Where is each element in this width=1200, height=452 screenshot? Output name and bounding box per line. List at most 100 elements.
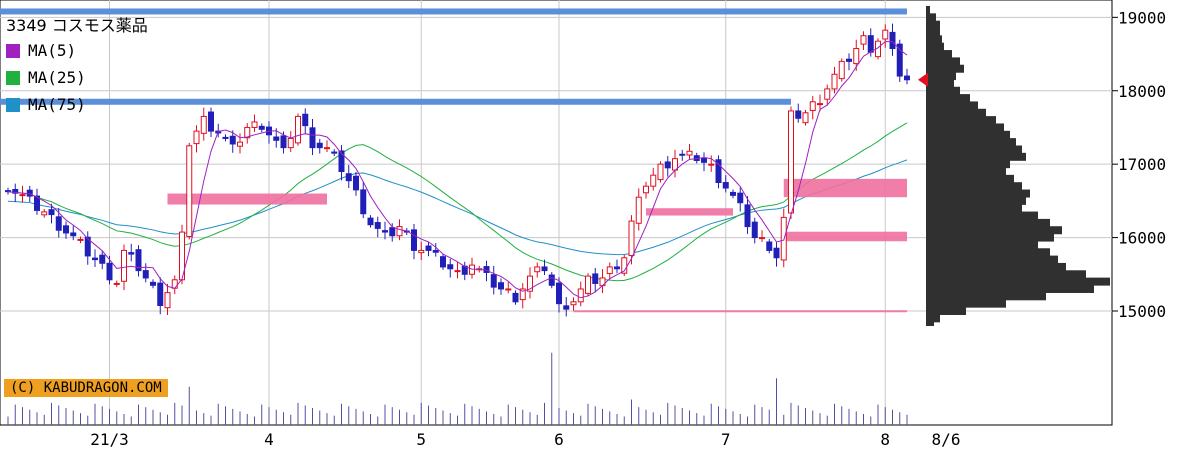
- volume-profile-bar-31: [926, 233, 1054, 242]
- candle-body-57: [418, 249, 425, 254]
- x-tick-label-0: 21/3: [90, 430, 129, 449]
- candle-body-68: [498, 282, 504, 290]
- candle-body-80: [585, 275, 591, 294]
- candle-body-89: [650, 174, 657, 187]
- candle-body-42: [309, 127, 316, 149]
- candle-body-14: [106, 262, 113, 281]
- candle-body-123: [896, 43, 903, 77]
- support-zone-3: [783, 231, 907, 242]
- volume-profile-bar-33: [926, 248, 1050, 257]
- candle-body-43: [316, 142, 323, 149]
- candle-body-45: [331, 151, 338, 154]
- candle-body-124: [904, 75, 910, 81]
- candle-body-9: [70, 232, 77, 237]
- candle-body-44: [324, 147, 330, 150]
- ma5-line: [7, 41, 908, 299]
- candle-body-61: [447, 264, 454, 270]
- plot-frame: [0, 0, 1113, 426]
- last-price-marker: [918, 72, 928, 87]
- x-tick-label-2: 5: [416, 430, 426, 449]
- candle-body-28: [208, 111, 214, 132]
- candle-body-37: [273, 136, 280, 141]
- volume-profile-bar-14: [926, 108, 986, 117]
- candle-body-4: [34, 195, 40, 211]
- volume-profile-bar-3: [926, 28, 940, 37]
- x-tick-label-4: 7: [721, 430, 731, 449]
- volume-profile-bar-12: [926, 94, 970, 103]
- candle-body-7: [55, 216, 62, 231]
- volume-profile-bar-29: [926, 218, 1050, 227]
- support-zone-1: [646, 208, 733, 216]
- candle-body-30: [222, 136, 229, 139]
- candle-body-74: [541, 266, 548, 272]
- candle-body-41: [302, 113, 309, 127]
- volume-profile-bar-30: [926, 226, 1062, 235]
- volume-profile-bar-21: [926, 160, 1010, 169]
- candle-body-56: [411, 229, 417, 251]
- candle-body-91: [664, 161, 671, 169]
- support-zone-0: [167, 193, 327, 205]
- candle-body-87: [635, 196, 642, 224]
- candle-body-75: [548, 274, 555, 286]
- candle-body-47: [345, 173, 352, 182]
- candle-body-110: [802, 112, 809, 124]
- candle-body-106: [773, 247, 780, 259]
- candle-body-101: [737, 192, 744, 204]
- x-tick-label-1: 4: [264, 430, 274, 449]
- candle-body-78: [570, 301, 577, 306]
- candle-body-111: [809, 101, 816, 112]
- candle-body-98: [715, 159, 722, 184]
- volume-profile-bar-28: [926, 211, 1038, 220]
- candle-body-76: [556, 282, 562, 305]
- candle-body-109: [795, 110, 802, 119]
- candle-body-59: [432, 249, 439, 253]
- candle-body-108: [788, 110, 794, 214]
- volume-profile-bar-36: [926, 270, 1086, 279]
- candle-body-27: [200, 115, 207, 134]
- candle-body-11: [84, 236, 91, 257]
- y-tick-label-0: 19000: [1118, 8, 1166, 27]
- ma5-swatch: [6, 43, 20, 58]
- ma25-line: [7, 122, 908, 282]
- ma25-swatch: [6, 70, 20, 85]
- candle-body-112: [817, 103, 823, 106]
- ma75-line: [7, 159, 908, 256]
- candle-body-39: [287, 137, 294, 149]
- volume-profile-bar-4: [926, 35, 942, 44]
- volume-profile-bar-41: [926, 306, 966, 315]
- candle-body-40: [295, 115, 301, 144]
- volume-profile-bar-37: [926, 277, 1110, 286]
- candle-body-77: [563, 305, 570, 310]
- candle-body-48: [353, 175, 359, 191]
- credit-badge: (C) KABUDRAGON.COM: [4, 379, 168, 397]
- volume-profile-bar-7: [926, 57, 960, 66]
- candle-body-105: [766, 241, 773, 251]
- volume-profile-bar-40: [926, 299, 1006, 308]
- candle-body-15: [113, 282, 120, 285]
- candle-body-25: [186, 145, 193, 237]
- x-tick-label-3: 6: [554, 430, 564, 449]
- legend-label-ma25: MA(25): [28, 68, 86, 87]
- candle-body-1: [12, 188, 19, 194]
- chart-legend: 3349 コスモス薬品 MA(5) MA(25) MA(75): [6, 10, 148, 118]
- candle-body-50: [367, 217, 374, 226]
- candle-body-13: [99, 254, 106, 264]
- candle-body-114: [831, 73, 838, 90]
- volume-profile-bar-35: [926, 262, 1066, 271]
- date-label: 8/6: [932, 430, 961, 449]
- volume-profile-bar-8: [926, 64, 964, 73]
- candle-body-35: [258, 125, 265, 130]
- candle-body-71: [519, 288, 526, 301]
- candle-body-10: [77, 238, 84, 241]
- candle-body-19: [142, 270, 149, 279]
- candle-body-84: [614, 266, 620, 270]
- candle-body-100: [730, 191, 736, 196]
- candle-body-22: [164, 292, 171, 309]
- candle-body-32: [237, 141, 243, 147]
- candle-body-116: [846, 58, 852, 62]
- candle-body-62: [454, 270, 461, 273]
- candle-body-8: [63, 225, 69, 234]
- candle-body-6: [48, 209, 55, 216]
- candle-body-17: [128, 252, 135, 255]
